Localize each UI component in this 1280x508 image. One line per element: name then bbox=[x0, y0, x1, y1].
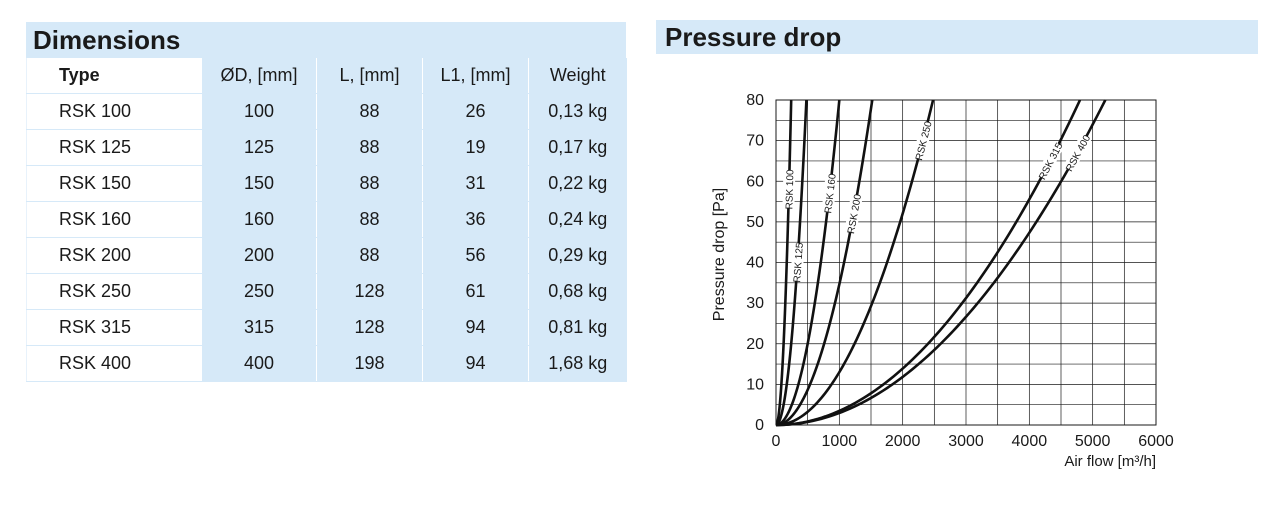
cell-diameter: 160 bbox=[201, 201, 317, 238]
col-header-weight: Weight bbox=[528, 58, 627, 94]
cell-type: RSK 315 bbox=[26, 309, 202, 346]
series-label-group: RSK 400 bbox=[1062, 133, 1093, 174]
series-label: RSK 200 bbox=[846, 193, 864, 235]
series-label-group: RSK 200 bbox=[844, 193, 864, 235]
pressure-drop-title: Pressure drop bbox=[665, 22, 842, 52]
table-row: RSK 400 400 198 94 1,68 kg bbox=[26, 345, 627, 382]
x-tick-label: 2000 bbox=[885, 433, 921, 450]
cell-type: RSK 100 bbox=[26, 93, 202, 130]
col-header-diameter: ØD, [mm] bbox=[201, 58, 317, 94]
x-tick-label: 1000 bbox=[822, 433, 858, 450]
cell-l1: 19 bbox=[422, 129, 529, 166]
cell-weight: 0,22 kg bbox=[528, 165, 627, 202]
series-line bbox=[775, 99, 808, 427]
cell-weight: 0,24 kg bbox=[528, 201, 627, 238]
y-tick-label: 70 bbox=[746, 133, 764, 150]
table-row: RSK 150 150 88 31 0,22 kg bbox=[26, 165, 627, 202]
y-tick-label: 50 bbox=[746, 214, 764, 231]
cell-l1: 94 bbox=[422, 345, 529, 382]
y-tick-label: 60 bbox=[746, 173, 764, 190]
x-axis-label: Air flow [m³/h] bbox=[1064, 453, 1156, 470]
cell-diameter: 100 bbox=[201, 93, 317, 130]
y-tick-label: 10 bbox=[746, 376, 764, 393]
dimensions-title: Dimensions bbox=[33, 25, 181, 55]
table-row: RSK 160 160 88 36 0,24 kg bbox=[26, 201, 627, 238]
cell-l1: 61 bbox=[422, 273, 529, 310]
cell-weight: 1,68 kg bbox=[528, 345, 627, 382]
series-label-background bbox=[782, 170, 796, 209]
cell-type: RSK 200 bbox=[26, 237, 202, 274]
cell-length: 128 bbox=[316, 309, 423, 346]
col-header-length: L, [mm] bbox=[316, 58, 423, 94]
cell-length: 88 bbox=[316, 93, 423, 130]
cell-length: 198 bbox=[316, 345, 423, 382]
cell-weight: 0,13 kg bbox=[528, 93, 627, 130]
x-tick-label: 4000 bbox=[1012, 433, 1048, 450]
y-tick-label: 40 bbox=[746, 255, 764, 272]
series-label-background bbox=[821, 173, 838, 213]
y-tick-label: 80 bbox=[746, 92, 764, 109]
cell-type: RSK 250 bbox=[26, 273, 202, 310]
series-label-group: RSK 125 bbox=[790, 242, 806, 283]
cell-length: 88 bbox=[316, 165, 423, 202]
cell-weight: 0,17 kg bbox=[528, 129, 627, 166]
series-label-background bbox=[1035, 141, 1065, 181]
cell-length: 88 bbox=[316, 237, 423, 274]
cell-diameter: 400 bbox=[201, 345, 317, 382]
cell-length: 88 bbox=[316, 201, 423, 238]
table-header-row: Type ØD, [mm] L, [mm] L1, [mm] Weight bbox=[26, 58, 627, 94]
y-axis-label: Pressure drop [Pa] bbox=[711, 188, 728, 321]
cell-diameter: 250 bbox=[201, 273, 317, 310]
y-tick-label: 30 bbox=[746, 295, 764, 312]
col-header-type: Type bbox=[26, 58, 202, 94]
dimensions-table: Type ØD, [mm] L, [mm] L1, [mm] Weight RS… bbox=[26, 58, 627, 382]
cell-l1: 31 bbox=[422, 165, 529, 202]
pressure-drop-chart: 0 1000 2000 3000 4000 5000 6000 0 10 20 30 40 50 60 70… bbox=[711, 92, 1174, 470]
dimensions-header: Dimensions bbox=[26, 22, 626, 58]
cell-l1: 26 bbox=[422, 93, 529, 130]
table-row: RSK 100 100 88 26 0,13 kg bbox=[26, 93, 627, 130]
series-label-group: RSK 160 bbox=[821, 173, 839, 214]
y-tick-label: 20 bbox=[746, 336, 764, 353]
series-label-background bbox=[844, 194, 863, 234]
x-tick-label: 3000 bbox=[948, 433, 984, 450]
series-label: RSK 125 bbox=[792, 242, 806, 283]
cell-type: RSK 160 bbox=[26, 201, 202, 238]
series-label-group: RSK 100 bbox=[782, 169, 796, 210]
series-label-background bbox=[1062, 133, 1092, 173]
cell-type: RSK 150 bbox=[26, 165, 202, 202]
series-label: RSK 100 bbox=[784, 169, 796, 210]
cell-l1: 56 bbox=[422, 237, 529, 274]
cell-type: RSK 400 bbox=[26, 345, 202, 382]
cell-diameter: 150 bbox=[201, 165, 317, 202]
x-tick-label: 5000 bbox=[1075, 433, 1111, 450]
plot-frame bbox=[775, 99, 1157, 426]
series-line bbox=[775, 99, 935, 427]
col-header-l1: L1, [mm] bbox=[422, 58, 529, 94]
cell-type: RSK 125 bbox=[26, 129, 202, 166]
cell-weight: 0,81 kg bbox=[528, 309, 627, 346]
table-row: RSK 315 315 128 94 0,81 kg bbox=[26, 309, 627, 346]
cell-diameter: 125 bbox=[201, 129, 317, 166]
series-line bbox=[775, 99, 1107, 427]
table-row: RSK 200 200 88 56 0,29 kg bbox=[26, 237, 627, 274]
cell-diameter: 200 bbox=[201, 237, 317, 274]
table-row: RSK 125 125 88 19 0,17 kg bbox=[26, 129, 627, 166]
pressure-drop-header: Pressure drop bbox=[656, 20, 1258, 54]
series-label-background bbox=[912, 120, 934, 161]
series-label: RSK 160 bbox=[823, 173, 839, 214]
cell-l1: 36 bbox=[422, 201, 529, 238]
x-tick-label: 6000 bbox=[1138, 433, 1174, 450]
cell-weight: 0,29 kg bbox=[528, 237, 627, 274]
cell-weight: 0,68 kg bbox=[528, 273, 627, 310]
cell-length: 128 bbox=[316, 273, 423, 310]
x-tick-label: 0 bbox=[772, 433, 781, 450]
cell-length: 88 bbox=[316, 129, 423, 166]
cell-diameter: 315 bbox=[201, 309, 317, 346]
table-row: RSK 250 250 128 61 0,68 kg bbox=[26, 273, 627, 310]
cell-l1: 94 bbox=[422, 309, 529, 346]
y-tick-label: 0 bbox=[755, 417, 764, 434]
series-label-background bbox=[790, 243, 805, 282]
